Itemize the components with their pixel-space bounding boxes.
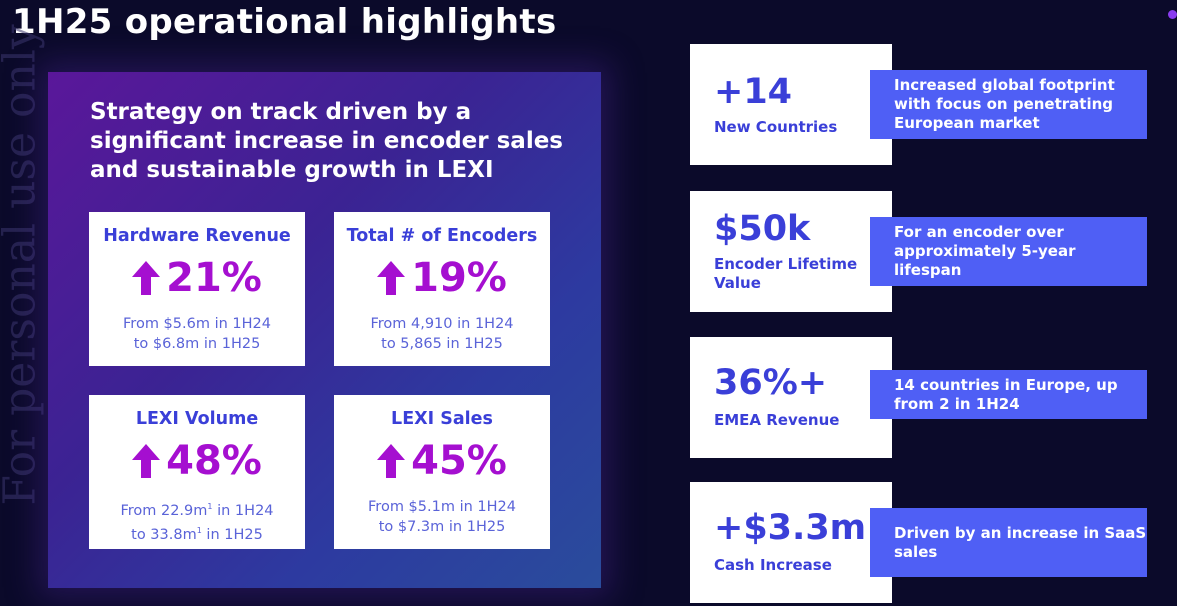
stat-label: Cash Increase [714, 556, 832, 574]
footnote-marker: 1 [207, 502, 213, 511]
metric-desc-line: to 33.8m1 in 1H25 [89, 521, 305, 545]
arrow-up-icon [377, 261, 406, 295]
metric-value: 48% [166, 438, 262, 484]
metric-label: Total # of Encoders [346, 226, 538, 246]
metric-label: Hardware Revenue [103, 226, 291, 246]
metric-desc-text: in 1H24 [212, 502, 274, 519]
stat-value: +14 [714, 72, 793, 112]
stat-label: New Countries [714, 118, 838, 136]
metric-value-row: 48% [89, 433, 305, 489]
strategy-panel: Strategy on track driven by a significan… [48, 72, 601, 588]
metric-value-row: 19% [334, 250, 550, 306]
metric-label: LEXI Sales [391, 409, 493, 429]
metric-card-lexi-volume: LEXI Volume 48% From 22.9m1 in 1H24 to 3… [89, 395, 305, 549]
metric-value: 19% [411, 255, 507, 301]
metric-desc-text: to 33.8m [131, 526, 197, 543]
stat-value: 36%+ [714, 363, 828, 403]
metric-description: From 22.9m1 in 1H24 to 33.8m1 in 1H25 [89, 497, 305, 545]
metric-desc-text: in 1H25 [201, 526, 263, 543]
stat-label: Encoder Lifetime Value [714, 255, 858, 292]
stat-card-cash-increase: +$3.3m Cash Increase [690, 482, 892, 603]
arrow-up-icon [132, 444, 161, 478]
watermark: For personal use only [0, 24, 46, 506]
arrow-up-icon [377, 444, 406, 478]
callout-new-countries: Increased global footprint with focus on… [870, 70, 1147, 139]
callout-emea-revenue: 14 countries in Europe, up from 2 in 1H2… [870, 370, 1147, 419]
metric-desc-line: From $5.6m in 1H24 [123, 316, 271, 332]
callout-encoder-lifetime: For an encoder over approximately 5-year… [870, 217, 1147, 286]
panel-heading: Strategy on track driven by a significan… [90, 99, 563, 183]
purple-dot-icon [1168, 10, 1177, 19]
metric-desc-text: From 22.9m [120, 502, 208, 519]
footnote-marker: 1 [196, 525, 202, 535]
metric-card-hardware-revenue: Hardware Revenue 21% From $5.6m in 1H24 … [89, 212, 305, 366]
metric-desc-line: From $5.1m in 1H24 [368, 499, 516, 515]
stat-card-emea-revenue: 36%+ EMEA Revenue [690, 337, 892, 458]
arrow-up-icon [132, 261, 161, 295]
metric-description: From $5.1m in 1H24 to $7.3m in 1H25 [334, 497, 550, 537]
stat-card-encoder-lifetime: $50k Encoder Lifetime Value [690, 191, 892, 312]
metric-value-row: 45% [334, 433, 550, 489]
metric-description: From 4,910 in 1H24 to 5,865 in 1H25 [334, 314, 550, 354]
metric-desc-line: to 5,865 in 1H25 [381, 336, 503, 352]
metric-card-lexi-sales: LEXI Sales 45% From $5.1m in 1H24 to $7.… [334, 395, 550, 549]
metric-description: From $5.6m in 1H24 to $6.8m in 1H25 [89, 314, 305, 354]
metric-desc-line: From 4,910 in 1H24 [370, 316, 514, 332]
stat-card-new-countries: +14 New Countries [690, 44, 892, 165]
stat-label: EMEA Revenue [714, 411, 840, 429]
page-title: 1H25 operational highlights [12, 2, 557, 42]
metric-label: LEXI Volume [135, 409, 259, 429]
metric-value-row: 21% [89, 250, 305, 306]
metric-value: 45% [411, 438, 507, 484]
metric-value: 21% [166, 255, 262, 301]
stat-value: +$3.3m [714, 508, 867, 548]
corner-dots [1166, 4, 1177, 23]
callout-cash-increase: Driven by an increase in SaaS sales [870, 508, 1147, 577]
stat-value: $50k [714, 209, 811, 249]
metric-card-total-encoders: Total # of Encoders 19% From 4,910 in 1H… [334, 212, 550, 366]
metric-desc-line: to $7.3m in 1H25 [378, 519, 506, 535]
metric-desc-line: to $6.8m in 1H25 [133, 336, 261, 352]
metric-desc-line: From 22.9m1 in 1H24 [89, 497, 305, 521]
